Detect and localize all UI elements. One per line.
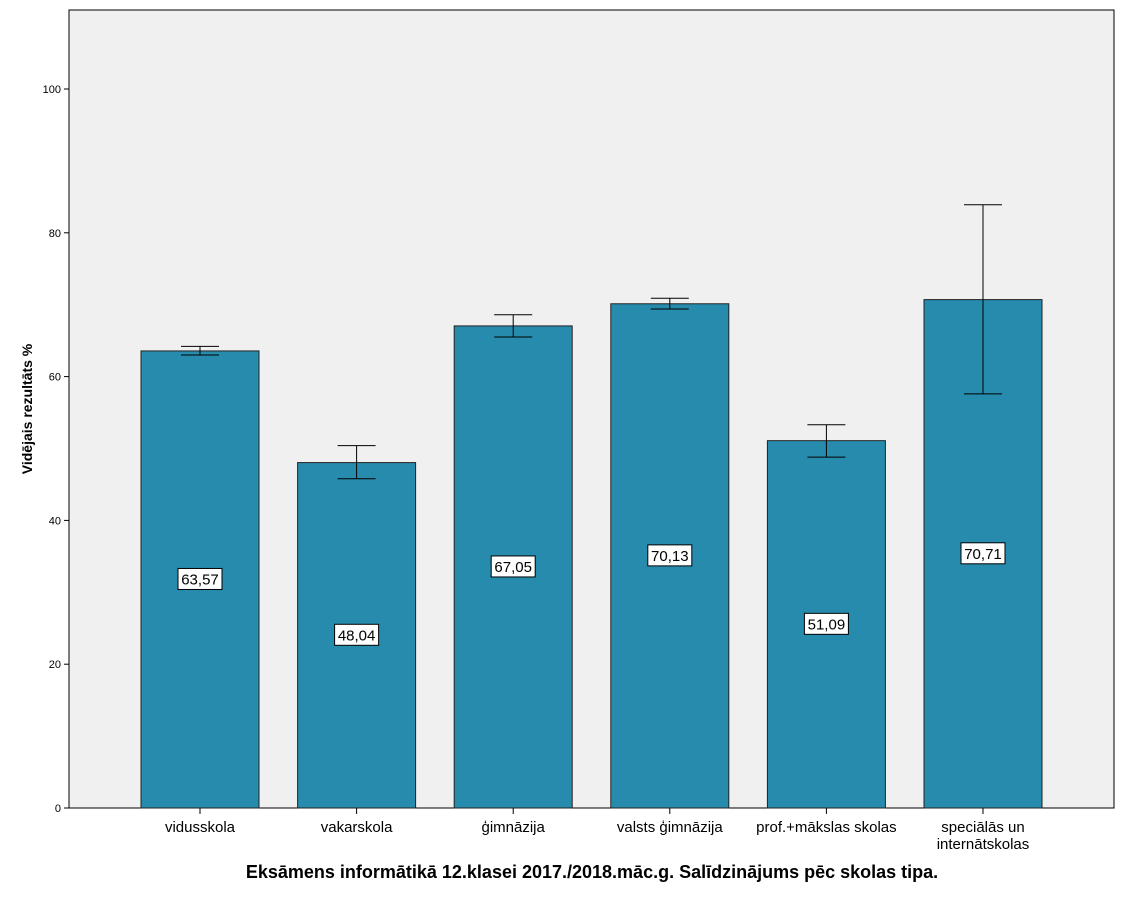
- data-label: 48,04: [338, 627, 376, 644]
- chart-title: Eksāmens informātikā 12.klasei 2017./201…: [246, 862, 938, 882]
- y-tick-label: 100: [43, 84, 61, 96]
- y-axis-label: Vidējais rezultāts %: [19, 343, 35, 474]
- data-label: 67,05: [494, 559, 532, 576]
- x-tick-label: prof.+mākslas skolas: [756, 819, 896, 836]
- data-label: 63,57: [181, 571, 219, 588]
- x-tick-label: vakarskola: [321, 819, 393, 836]
- y-tick-label: 0: [55, 803, 61, 815]
- data-label-box: [177, 567, 223, 590]
- data-label-box: [490, 555, 536, 578]
- x-tick-label: vidusskola: [165, 819, 236, 836]
- x-tick-label: valsts ģimnāzija: [617, 819, 724, 836]
- data-label-box: [960, 542, 1006, 565]
- y-tick-label: 20: [49, 659, 61, 671]
- data-label: 70,13: [651, 548, 689, 565]
- data-label: 70,71: [964, 546, 1002, 563]
- y-tick-label: 80: [49, 228, 61, 240]
- data-label-box: [647, 544, 693, 567]
- data-label-box: [334, 623, 380, 646]
- data-label-box: [803, 612, 849, 635]
- y-tick-label: 60: [49, 372, 61, 384]
- y-tick-label: 40: [49, 515, 61, 527]
- data-label: 51,09: [808, 616, 846, 633]
- x-tick-label: speciālās un internātskolas: [937, 819, 1030, 853]
- x-tick-label: ģimnāzija: [482, 819, 546, 836]
